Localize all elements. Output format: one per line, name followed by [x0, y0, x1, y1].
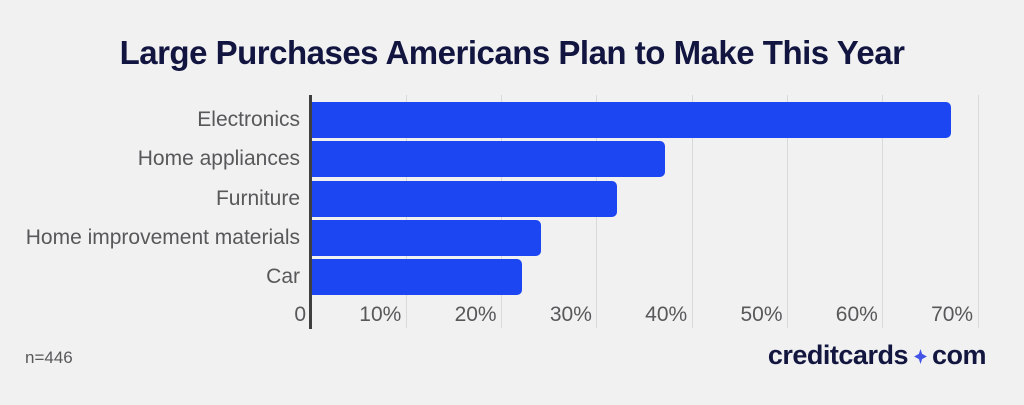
- bar-furniture: [312, 180, 617, 217]
- x-tick-label-20: 20%: [454, 303, 497, 326]
- logo-text-com: com: [931, 340, 987, 370]
- category-label-home-appliances: Home appliances: [137, 147, 300, 171]
- y-axis-line: [309, 95, 312, 329]
- bar-home-appliances: [312, 141, 665, 178]
- x-tick-label-10: 10%: [359, 303, 402, 326]
- x-tick-label-40: 40%: [645, 303, 688, 326]
- category-label-home-improvement-materials: Home improvement materials: [25, 225, 300, 249]
- x-tick-label-0: 0: [294, 303, 306, 326]
- bar-car: [312, 259, 522, 296]
- x-tick-label-50: 50%: [740, 303, 783, 326]
- gridline-40: [691, 95, 693, 328]
- gridline-50: [787, 95, 788, 328]
- logo-text-creditcards: creditcards: [767, 340, 909, 370]
- chart-title: Large Purchases Americans Plan to Make T…: [119, 34, 905, 71]
- bar-electronics: [312, 102, 951, 138]
- x-tick-label-60: 60%: [835, 303, 878, 326]
- x-tick-label-70: 70%: [931, 303, 974, 326]
- category-label-car: Car: [266, 265, 300, 289]
- sparkle-icon: [914, 349, 927, 364]
- category-label-furniture: Furniture: [215, 186, 300, 210]
- x-tick-label-30: 30%: [549, 303, 592, 326]
- category-label-electronics: Electronics: [197, 108, 300, 131]
- bar-home-improvement-materials: [312, 219, 541, 256]
- gridline-70: [977, 95, 979, 328]
- gridline-60: [882, 95, 884, 328]
- creditcards-logo: creditcards com: [767, 340, 987, 371]
- sample-size-note: n=446: [25, 348, 73, 367]
